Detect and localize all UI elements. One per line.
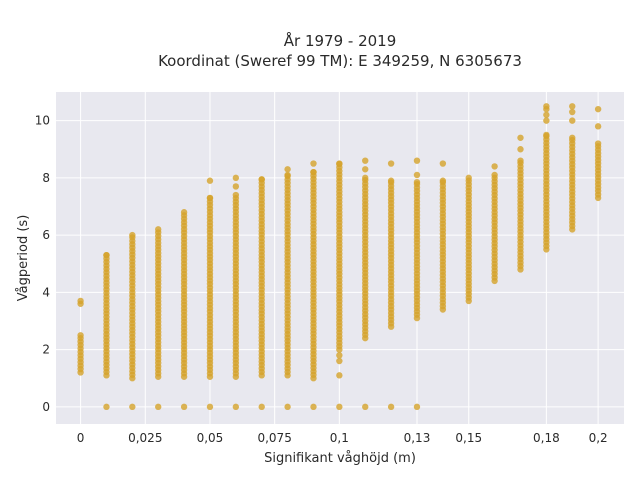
y-tick-label: 4	[42, 285, 50, 299]
data-point	[232, 191, 240, 199]
data-point	[543, 111, 550, 119]
y-tick-label: 2	[42, 343, 50, 357]
data-point	[491, 163, 498, 170]
data-point	[413, 178, 421, 186]
data-point	[336, 357, 343, 365]
data-point	[362, 166, 369, 173]
x-tick-label: 0,13	[404, 431, 431, 445]
chart-title-line-1: År 1979 - 2019	[284, 31, 397, 50]
data-point	[180, 209, 188, 216]
data-point	[465, 174, 472, 182]
data-point	[413, 157, 421, 164]
data-point	[284, 171, 291, 179]
data-point	[310, 403, 317, 411]
x-tick-labels: 0 0,025 0,05 0,075 0,1 0,13 0,15 0,18 0,2	[77, 431, 608, 445]
x-tick-label: 0,05	[197, 431, 224, 445]
data-point	[336, 352, 343, 359]
y-tick-label: 10	[35, 114, 50, 128]
data-point	[543, 117, 550, 124]
data-point	[362, 174, 369, 182]
data-point	[543, 131, 550, 139]
data-point	[569, 134, 576, 141]
data-point	[387, 177, 395, 184]
data-point	[439, 177, 447, 184]
data-point	[362, 157, 369, 164]
data-point	[310, 168, 317, 176]
data-point	[387, 160, 395, 167]
y-tick-label: 6	[42, 228, 50, 242]
data-point	[336, 372, 343, 379]
x-tick-label: 0,075	[257, 431, 291, 445]
data-point	[129, 403, 136, 411]
data-point	[569, 103, 576, 110]
data-point	[336, 160, 343, 167]
data-point	[543, 103, 550, 110]
data-point	[569, 117, 576, 124]
x-axis-label: Signifikant våghöjd (m)	[264, 451, 416, 466]
data-point	[180, 403, 188, 411]
data-point	[258, 403, 265, 411]
data-point	[206, 177, 214, 184]
data-point	[155, 226, 162, 233]
data-point	[103, 251, 110, 259]
data-point	[413, 171, 421, 179]
data-point	[413, 403, 421, 411]
data-point	[77, 332, 84, 339]
data-point	[569, 108, 576, 116]
data-point	[258, 176, 265, 183]
data-point	[284, 166, 291, 173]
data-point	[594, 123, 602, 130]
data-point	[232, 183, 240, 190]
data-point	[362, 403, 369, 411]
x-tick-label: 0,2	[589, 431, 608, 445]
data-point	[129, 231, 136, 239]
x-tick-label: 0,025	[128, 431, 162, 445]
data-point	[491, 171, 498, 179]
data-point	[517, 146, 524, 153]
data-point	[103, 403, 110, 411]
data-point	[517, 134, 524, 141]
data-point	[594, 140, 602, 147]
y-axis-label: Vågperiod (s)	[16, 215, 31, 302]
x-tick-label: 0	[77, 431, 85, 445]
data-point	[206, 194, 214, 202]
x-tick-label: 0,15	[455, 431, 482, 445]
data-point	[439, 160, 447, 167]
data-point	[310, 160, 317, 167]
data-point	[155, 403, 162, 411]
data-point	[206, 403, 214, 411]
chart-title-line-2: Koordinat (Sweref 99 TM): E 349259, N 63…	[158, 52, 522, 70]
x-tick-label: 0,18	[533, 431, 560, 445]
y-tick-labels: 0 2 4 6 8 10	[35, 114, 50, 414]
data-point	[284, 403, 291, 411]
data-point	[232, 174, 240, 182]
data-point	[517, 157, 524, 164]
x-tick-label: 0,1	[330, 431, 349, 445]
data-points	[77, 103, 602, 411]
y-tick-label: 8	[42, 171, 50, 185]
data-point	[336, 403, 343, 411]
data-point	[77, 297, 84, 305]
data-point	[594, 105, 602, 113]
data-point	[232, 403, 240, 411]
data-point	[387, 403, 395, 411]
y-tick-label: 0	[42, 400, 50, 414]
